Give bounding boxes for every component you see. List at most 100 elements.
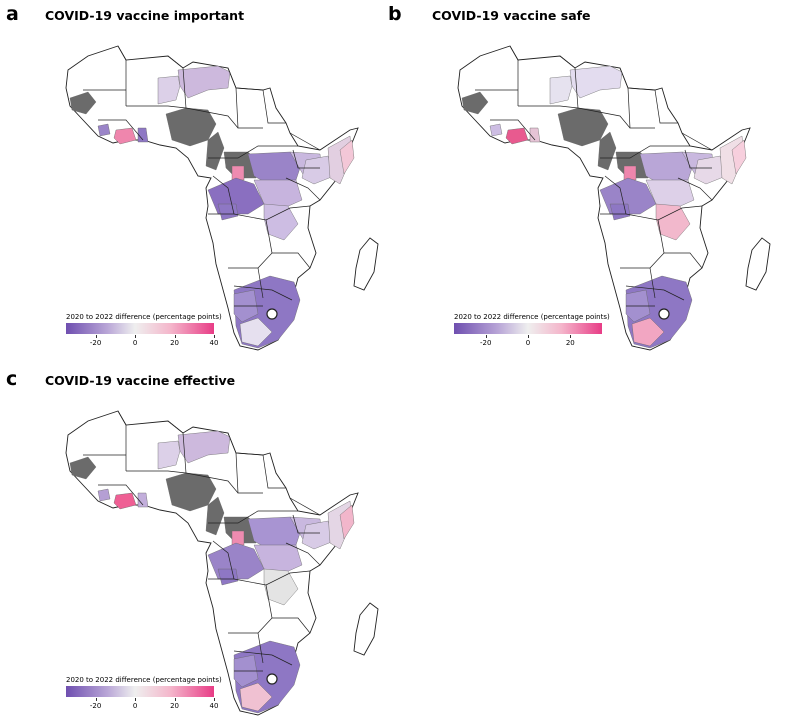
panel-letter: c	[6, 368, 18, 390]
panel-b: b COVID-19 vaccine safe 2020 to 2022 dif…	[388, 0, 800, 360]
country-border	[654, 89, 678, 124]
country-border	[208, 510, 298, 524]
legend-tick-label: 20	[170, 339, 179, 347]
legend-colorbar	[66, 323, 214, 334]
country-border	[98, 119, 144, 141]
region-kenya-e	[731, 139, 747, 175]
africa-map	[65, 45, 379, 351]
region-congo	[609, 203, 631, 221]
legend-tick	[174, 698, 176, 701]
country-border	[257, 267, 264, 299]
region-mali-e	[157, 75, 181, 105]
country-border	[208, 175, 235, 215]
region-cameroon	[205, 131, 225, 171]
region-sa-cape	[239, 682, 273, 712]
country-border	[289, 497, 321, 516]
africa-map	[65, 410, 379, 716]
region-car-w	[231, 165, 245, 181]
legend-title: 2020 to 2022 difference (percentage poin…	[454, 313, 610, 321]
legend-tick	[135, 698, 137, 701]
country-border	[126, 105, 187, 109]
legend-tick	[485, 335, 487, 338]
madagascar	[353, 602, 379, 656]
region-nigeria	[165, 107, 217, 147]
country-border	[625, 285, 685, 301]
country-border	[285, 542, 321, 566]
region-niger	[569, 65, 623, 99]
region-drc-s	[655, 203, 691, 241]
region-senegal	[69, 91, 97, 115]
country-border	[490, 119, 536, 141]
country-border	[509, 45, 519, 106]
legend-tick-label: 0	[132, 702, 138, 710]
legend-title: 2020 to 2022 difference (percentage poin…	[66, 313, 222, 321]
legend-tick-label: 20	[565, 339, 575, 347]
legend-colorbar	[454, 323, 602, 334]
country-border	[292, 149, 320, 169]
region-drc-s	[263, 203, 299, 241]
region-congo	[217, 568, 239, 586]
region-sa-cape	[239, 317, 273, 347]
color-legend: 2020 to 2022 difference (percentage poin…	[454, 313, 610, 357]
legend-tick-label: 0	[132, 339, 138, 347]
madagascar	[745, 237, 771, 291]
panel-letter: a	[6, 3, 19, 25]
region-uganda	[693, 155, 727, 185]
country-border	[185, 107, 239, 129]
color-legend: 2020 to 2022 difference (percentage poin…	[66, 676, 222, 720]
country-border	[233, 205, 311, 221]
country-border	[233, 285, 293, 301]
country-border	[233, 570, 311, 586]
legend-tick-label: 40	[209, 702, 219, 710]
country-border	[265, 584, 311, 634]
legend-tick	[214, 698, 215, 701]
region-mali-e	[157, 440, 181, 470]
legend-title: 2020 to 2022 difference (percentage poin…	[66, 676, 222, 684]
country-border	[681, 132, 713, 151]
country-border	[98, 484, 144, 506]
legend-tick-label: 40	[209, 339, 219, 347]
country-border	[518, 105, 579, 109]
panel-a: a COVID-19 vaccine important 2020 to 202…	[0, 0, 400, 360]
country-border	[208, 145, 298, 159]
region-ghana	[529, 127, 541, 143]
lesotho	[658, 308, 670, 320]
country-border	[292, 514, 320, 534]
legend-tick	[135, 335, 137, 338]
panel-letter: b	[388, 3, 402, 25]
region-senegal	[461, 91, 489, 115]
region-sierra	[97, 488, 111, 502]
madagascar	[353, 237, 379, 291]
region-niger	[177, 430, 231, 464]
country-border	[289, 132, 321, 151]
country-border	[167, 55, 187, 109]
region-ghana	[137, 127, 149, 143]
region-car-w	[623, 165, 637, 181]
legend-tick	[528, 335, 529, 338]
panel-title: COVID-19 vaccine effective	[45, 373, 236, 388]
region-kenya-e	[339, 504, 355, 540]
country-border	[600, 145, 690, 159]
region-cameroon	[597, 131, 617, 171]
country-border	[126, 470, 187, 474]
country-border	[233, 650, 293, 666]
panel-title: COVID-19 vaccine important	[45, 8, 245, 23]
country-border	[262, 89, 286, 124]
region-drc-c	[253, 544, 303, 574]
region-nigeria	[557, 107, 609, 147]
country-border	[167, 420, 187, 474]
legend-tick	[174, 335, 176, 338]
region-cameroon	[205, 496, 225, 536]
color-legend: 2020 to 2022 difference (percentage poin…	[66, 313, 222, 357]
country-border	[600, 175, 627, 215]
region-nigeria	[165, 472, 217, 512]
country-border	[625, 205, 703, 221]
legend-tick-label: 20	[170, 702, 179, 710]
region-sierra	[489, 123, 503, 137]
region-ghana	[137, 492, 149, 508]
country-border	[265, 219, 311, 269]
legend-tick-label: 0	[525, 339, 531, 347]
legend-colorbar	[66, 686, 214, 697]
country-border	[185, 472, 239, 494]
region-uganda	[301, 520, 335, 550]
